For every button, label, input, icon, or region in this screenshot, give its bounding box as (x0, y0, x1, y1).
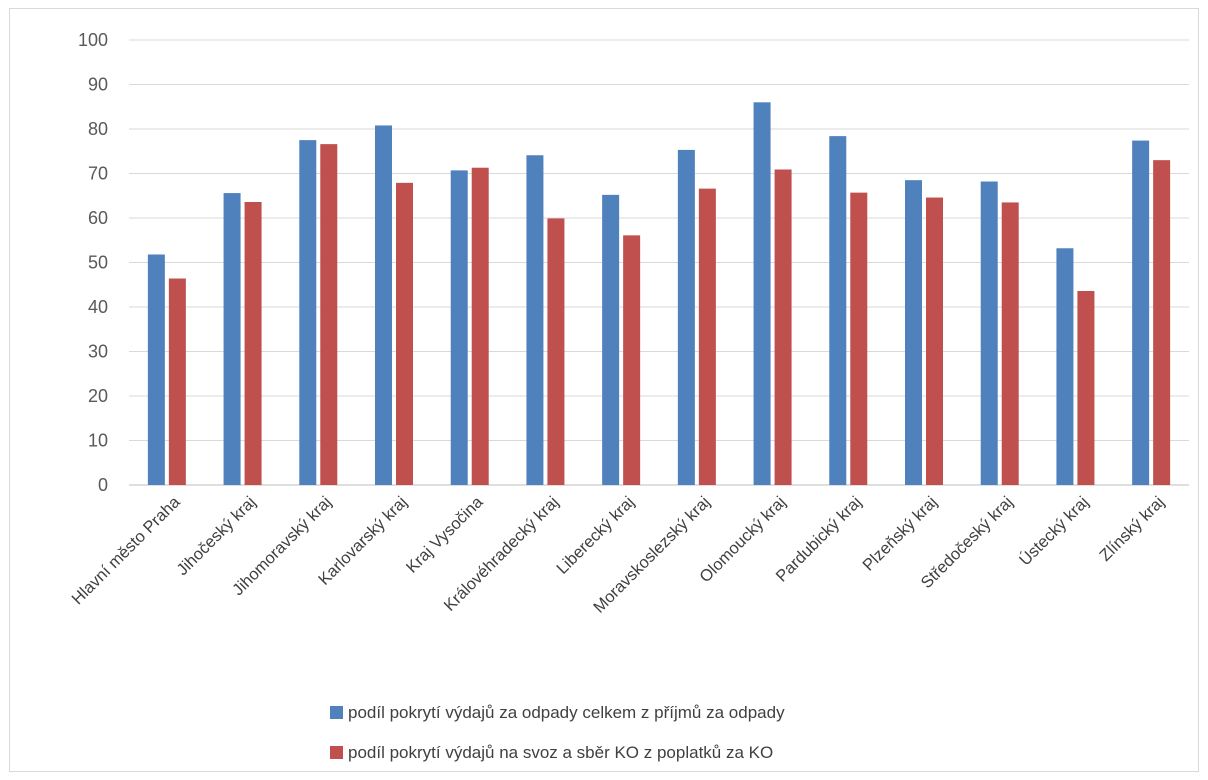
bar-series-2 (396, 182, 413, 485)
bar-series-2 (850, 192, 868, 485)
bar-series-1 (223, 193, 241, 485)
bar-series-2 (698, 188, 716, 485)
legend-swatch (330, 706, 343, 719)
legend-label: podíl pokrytí výdajů na svoz a sběr KO z… (348, 743, 773, 762)
bar-series-1 (905, 180, 922, 486)
bar-series-1 (1056, 248, 1074, 485)
y-tick-label: 10 (88, 431, 108, 451)
bar-series-1 (1132, 140, 1150, 485)
x-category-label: Plzeňský kraj (859, 493, 940, 574)
bar-series-1 (299, 140, 317, 485)
bar-series-2 (623, 235, 641, 485)
bar-series-1 (677, 149, 695, 486)
y-tick-label: 40 (88, 297, 108, 317)
bar-series-2 (1001, 202, 1019, 486)
bar-series-2 (244, 201, 262, 486)
y-tick-label: 20 (88, 386, 108, 406)
bar-series-1 (829, 136, 847, 485)
bar-series-1 (602, 194, 620, 486)
bar-series-2 (168, 278, 186, 485)
y-axis-tick-labels: 0 10 20 30 40 50 60 70 80 90 100 (78, 30, 108, 495)
x-category-label: Jihočeský kraj (173, 493, 259, 579)
bar-series-2 (1153, 160, 1171, 485)
y-tick-label: 100 (78, 30, 108, 50)
bar-series-2 (547, 218, 565, 485)
y-tick-label: 80 (88, 119, 108, 139)
x-category-label: Kraj Vysočina (403, 493, 487, 577)
legend: podíl pokrytí výdajů za odpady celkem z … (330, 703, 785, 762)
x-category-label: Hlavní město Praha (68, 493, 184, 609)
legend-swatch (330, 746, 343, 759)
bar-series-2 (774, 169, 792, 485)
bar-series-1 (980, 181, 998, 485)
y-tick-label: 70 (88, 164, 108, 184)
bar-series-2 (926, 197, 943, 485)
y-tick-label: 90 (88, 75, 108, 95)
y-tick-label: 60 (88, 208, 108, 228)
bar-series-1 (450, 170, 468, 485)
bar-series-1 (375, 125, 392, 485)
bar-series-2 (320, 144, 338, 485)
x-category-label: Ústecký kraj (1015, 492, 1092, 569)
bar-series-1 (526, 155, 544, 485)
y-tick-label: 0 (98, 475, 108, 495)
y-tick-label: 30 (88, 342, 108, 362)
bar-series-1 (753, 102, 771, 486)
x-category-label: Zlínský kraj (1096, 493, 1168, 565)
bar-series-2 (471, 167, 489, 485)
legend-label: podíl pokrytí výdajů za odpady celkem z … (348, 703, 785, 722)
y-tick-label: 50 (88, 253, 108, 273)
bars (147, 102, 1171, 486)
bar-series-2 (1077, 290, 1095, 485)
x-category-label: Liberecký kraj (553, 493, 638, 578)
gridlines (129, 39, 1189, 486)
bar-series-1 (147, 254, 165, 485)
